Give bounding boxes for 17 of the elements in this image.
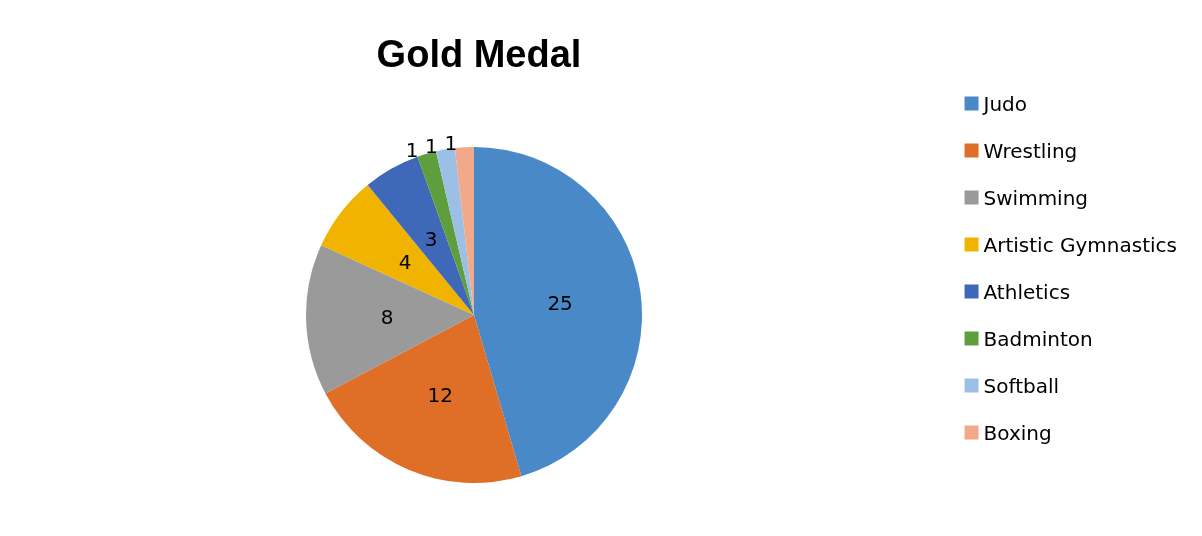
data-label: 3 [424, 227, 438, 252]
legend-label: Wrestling [983, 138, 1078, 163]
data-label: 1 [405, 137, 419, 162]
legend-label: Softball [983, 373, 1060, 398]
legend-label: Judo [981, 91, 1028, 116]
data-label: 4 [398, 249, 412, 274]
legend-label: Swimming [983, 185, 1089, 210]
data-label: 1 [444, 131, 458, 156]
data-label: 1 [424, 133, 438, 158]
legend-label: Athletics [983, 279, 1071, 304]
legend-label: Badminton [983, 326, 1093, 351]
data-label: 8 [380, 305, 394, 330]
data-label: 25 [547, 290, 573, 315]
legend-label: Boxing [983, 420, 1052, 445]
chart-title: Gold Medal [376, 33, 582, 75]
data-label: 12 [427, 383, 453, 408]
legend-label: Artistic Gymnastics [983, 232, 1178, 257]
